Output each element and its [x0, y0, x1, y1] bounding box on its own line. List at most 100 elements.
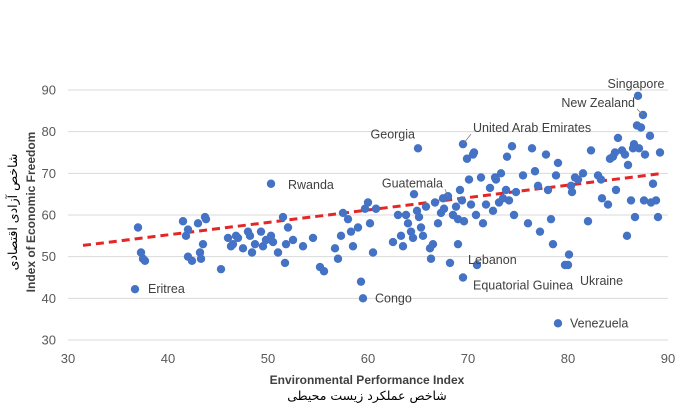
data-point — [469, 148, 479, 157]
data-point — [247, 248, 257, 257]
data-point — [333, 254, 343, 263]
labeled-data-point — [563, 260, 573, 270]
data-point — [548, 239, 558, 249]
data-point — [338, 208, 348, 218]
data-point — [518, 171, 528, 180]
point-label: Lebanon — [468, 253, 517, 267]
data-point — [430, 198, 440, 207]
data-point — [439, 204, 449, 213]
point-label: Guatemala — [382, 176, 443, 190]
data-point — [471, 210, 481, 220]
data-point — [455, 185, 465, 195]
data-point — [428, 239, 438, 249]
data-point — [195, 248, 205, 257]
data-point — [611, 185, 621, 195]
data-point — [178, 217, 188, 226]
data-point — [610, 148, 620, 157]
y-tick-label: 40 — [42, 291, 56, 306]
data-point — [543, 185, 553, 195]
data-point — [433, 219, 443, 228]
data-point — [546, 214, 556, 224]
y-tick-label: 70 — [42, 166, 56, 181]
point-label: United Arab Emirates — [473, 121, 591, 135]
data-point — [401, 210, 411, 220]
data-point — [586, 146, 596, 155]
gridlines — [68, 89, 668, 341]
labeled-data-point — [266, 179, 276, 188]
data-point — [319, 267, 329, 276]
data-point — [281, 239, 291, 249]
data-point — [502, 152, 512, 161]
data-point — [481, 200, 491, 209]
data-point — [459, 217, 469, 226]
data-point — [622, 231, 632, 241]
data-point — [488, 206, 498, 216]
data-point — [573, 175, 583, 184]
point-label: New Zealand — [561, 96, 635, 110]
data-point — [250, 239, 260, 249]
data-point — [278, 212, 288, 222]
data-point — [223, 233, 233, 243]
labeled-data-point — [633, 91, 643, 101]
data-point — [238, 244, 248, 253]
point-label: Singapore — [608, 77, 665, 91]
data-point — [451, 202, 461, 211]
data-point — [416, 223, 426, 232]
data-point — [603, 200, 613, 209]
data-point — [363, 198, 373, 207]
point-label: Equatorial Guinea — [473, 279, 573, 293]
data-point — [353, 223, 363, 232]
data-point — [648, 179, 658, 188]
data-point — [343, 214, 353, 224]
data-point — [485, 183, 495, 193]
data-point — [348, 242, 358, 251]
data-point — [653, 212, 663, 222]
data-point — [409, 189, 419, 199]
data-point — [651, 196, 661, 205]
labeled-data-point — [358, 294, 368, 303]
data-point — [414, 212, 424, 222]
data-point — [201, 214, 211, 224]
label-leader-line — [462, 133, 472, 145]
data-point — [566, 181, 576, 191]
x-axis-title-farsi: شاخص عملکرد زیست محیطی — [287, 388, 447, 404]
y-axis-title-farsi: شاخص آزادی اقتصادی — [5, 154, 21, 271]
x-axis-title: Environmental Performance Index — [270, 373, 465, 387]
point-label: Eritrea — [148, 282, 185, 296]
data-point — [245, 231, 255, 241]
data-point — [476, 173, 486, 182]
point-label: Congo — [375, 291, 412, 305]
y-tick-label: 80 — [42, 124, 56, 139]
data-point — [330, 244, 340, 253]
data-point — [421, 202, 431, 211]
data-point — [491, 175, 501, 184]
data-point — [634, 144, 644, 153]
data-point — [533, 181, 543, 191]
x-tick-label: 50 — [261, 351, 275, 366]
data-point — [496, 169, 506, 178]
data-point — [198, 239, 208, 249]
data-point — [196, 254, 206, 263]
data-point — [216, 264, 226, 274]
data-point — [445, 258, 455, 268]
data-point — [583, 217, 593, 226]
data-point — [645, 131, 655, 141]
data-point — [365, 219, 375, 228]
y-axis-title: Index of Economic Freedom — [24, 132, 38, 293]
data-point — [360, 204, 370, 213]
y-tick-label: 50 — [42, 249, 56, 264]
data-point — [623, 160, 633, 170]
data-point — [523, 219, 533, 228]
x-tick-label: 60 — [361, 351, 375, 366]
data-point — [464, 175, 474, 184]
data-point — [639, 196, 649, 205]
data-point — [288, 235, 298, 245]
data-point — [256, 227, 266, 236]
label-leader-line — [444, 189, 449, 197]
data-point — [258, 242, 268, 251]
data-point — [418, 231, 428, 241]
data-point — [636, 123, 646, 132]
y-tick-label: 60 — [42, 208, 56, 223]
data-point — [567, 187, 577, 197]
